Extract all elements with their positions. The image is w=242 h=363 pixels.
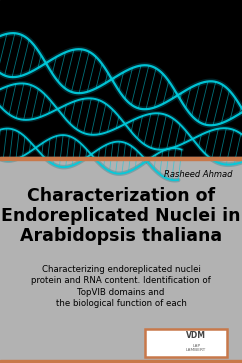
Bar xyxy=(145,329,227,357)
Bar xyxy=(0,157,242,160)
Bar xyxy=(0,359,242,363)
Text: LAP
LAMBERT: LAP LAMBERT xyxy=(186,344,206,352)
Text: Characterizing endoreplicated nuclei
protein and RNA content. Identification of
: Characterizing endoreplicated nuclei pro… xyxy=(31,265,211,308)
Text: Rasheed Ahmad: Rasheed Ahmad xyxy=(164,170,233,179)
Text: VDM: VDM xyxy=(186,331,206,340)
Text: Characterization of
Endoreplicated Nuclei in
Arabidopsis thaliana: Characterization of Endoreplicated Nucle… xyxy=(1,187,241,245)
Bar xyxy=(0,157,242,363)
Bar xyxy=(0,0,242,157)
